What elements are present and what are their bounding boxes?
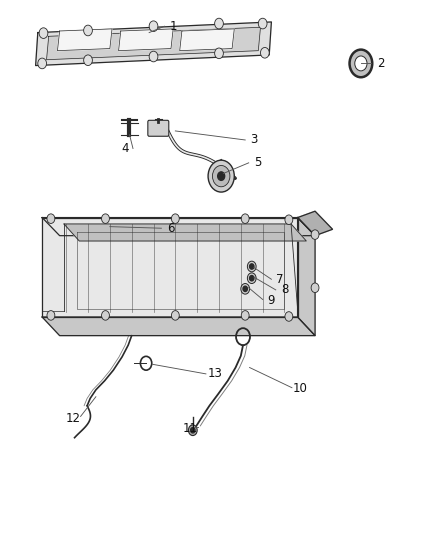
Polygon shape [297, 217, 315, 336]
Circle shape [149, 51, 158, 62]
Text: 8: 8 [281, 284, 288, 296]
Polygon shape [64, 224, 306, 241]
Circle shape [261, 47, 269, 58]
Circle shape [215, 48, 223, 59]
Text: 13: 13 [207, 367, 222, 381]
Circle shape [355, 56, 367, 71]
Circle shape [191, 427, 195, 433]
Text: 10: 10 [292, 382, 307, 395]
Circle shape [250, 264, 254, 269]
Text: 11: 11 [183, 422, 198, 435]
Text: 2: 2 [377, 57, 384, 70]
Polygon shape [57, 29, 112, 51]
Polygon shape [119, 29, 173, 51]
Text: 5: 5 [254, 156, 262, 169]
Polygon shape [42, 317, 315, 336]
Circle shape [84, 55, 92, 66]
Circle shape [149, 21, 158, 31]
Circle shape [84, 25, 92, 36]
Circle shape [171, 214, 179, 223]
Text: 6: 6 [167, 222, 175, 235]
Circle shape [241, 214, 249, 223]
Circle shape [102, 311, 110, 320]
FancyBboxPatch shape [148, 120, 169, 136]
Circle shape [241, 284, 250, 294]
Circle shape [311, 230, 319, 239]
Circle shape [247, 273, 256, 284]
Circle shape [350, 50, 372, 77]
Circle shape [102, 214, 110, 223]
Circle shape [38, 58, 46, 69]
Circle shape [285, 215, 293, 224]
Circle shape [215, 18, 223, 29]
Circle shape [39, 28, 48, 38]
Circle shape [208, 160, 234, 192]
Polygon shape [297, 211, 332, 236]
Polygon shape [42, 217, 297, 317]
Circle shape [241, 311, 249, 320]
Circle shape [285, 312, 293, 321]
Circle shape [218, 172, 225, 180]
Polygon shape [180, 29, 234, 51]
Circle shape [311, 283, 319, 293]
Circle shape [188, 425, 197, 435]
Text: 4: 4 [121, 142, 129, 155]
Polygon shape [35, 22, 272, 66]
Circle shape [212, 165, 230, 187]
Text: 12: 12 [65, 411, 80, 424]
Circle shape [258, 18, 267, 29]
Circle shape [243, 286, 247, 292]
Text: 7: 7 [276, 273, 284, 286]
Circle shape [250, 276, 254, 281]
Text: 1: 1 [170, 20, 177, 33]
Text: 3: 3 [250, 133, 258, 147]
Circle shape [171, 311, 179, 320]
Circle shape [247, 261, 256, 272]
Polygon shape [46, 27, 261, 60]
Polygon shape [42, 217, 315, 236]
Circle shape [47, 214, 55, 223]
Text: 9: 9 [268, 294, 275, 307]
Circle shape [47, 311, 55, 320]
